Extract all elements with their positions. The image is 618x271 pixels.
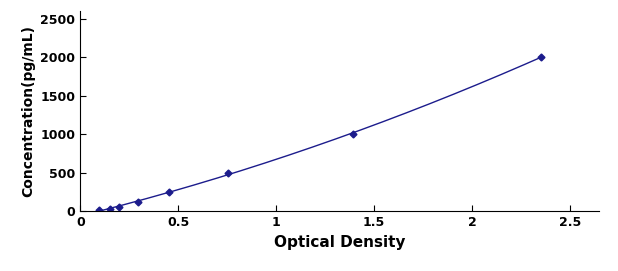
Y-axis label: Concentration(pg/mL): Concentration(pg/mL) [21,25,35,197]
X-axis label: Optical Density: Optical Density [274,235,405,250]
